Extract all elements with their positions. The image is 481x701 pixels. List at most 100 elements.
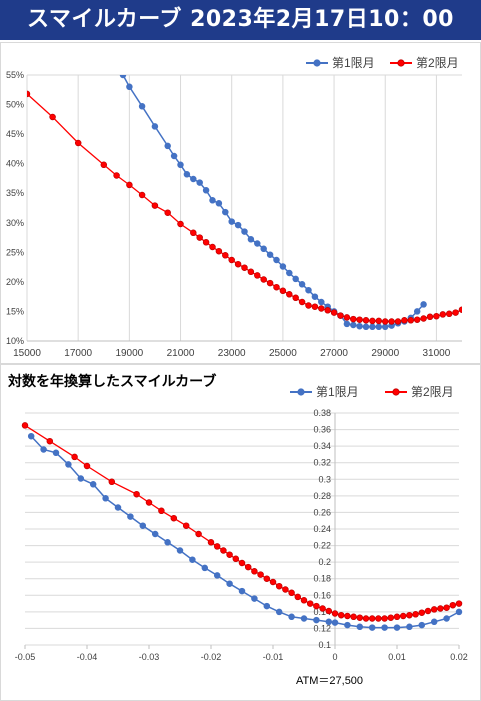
data-point	[202, 239, 210, 246]
y-tick-label: 20%	[6, 277, 24, 287]
data-point	[273, 256, 280, 264]
y-tick-label: 0.2	[318, 557, 331, 567]
legend-label: 第1限月	[316, 385, 359, 399]
x-tick-label: 27000	[320, 348, 348, 359]
data-point	[139, 522, 147, 529]
data-point	[260, 245, 267, 253]
x-tick-label: 23000	[218, 348, 246, 359]
data-point	[343, 314, 351, 321]
log-annualized-smile-curve-chart: 0.1 0.12 0.14 0.16 0.18 0.2 0.22 0.24 0.26 0.28 0.…	[15, 385, 468, 662]
data-point	[247, 268, 255, 276]
data-point	[275, 608, 283, 616]
data-point	[164, 142, 171, 150]
data-point	[254, 240, 261, 247]
data-point	[430, 606, 438, 613]
data-point	[251, 568, 258, 575]
data-point	[331, 619, 339, 626]
data-point	[369, 323, 376, 331]
data-point	[369, 317, 376, 325]
data-point	[220, 547, 227, 554]
y-tick-label: 0.3	[318, 474, 331, 484]
data-point	[458, 306, 462, 313]
y-tick-label: 0.38	[313, 408, 331, 418]
y-tick-label: 0.16	[313, 590, 331, 600]
x-tick-label: -0.04	[77, 652, 98, 662]
x-tick-label: 25000	[269, 348, 297, 359]
data-point	[300, 615, 308, 622]
data-point	[337, 611, 345, 619]
data-point	[189, 556, 196, 563]
data-point	[350, 321, 357, 329]
x-tick-label: -0.02	[201, 652, 222, 662]
data-point	[381, 318, 389, 325]
data-point	[356, 322, 363, 330]
data-point	[279, 287, 287, 295]
series-line	[30, 435, 460, 629]
header-bar: スマイルカーブ 2023年2月17日10：00	[0, 0, 481, 40]
data-point	[114, 504, 122, 511]
data-point	[331, 610, 339, 617]
x-tick-label: 19000	[115, 348, 143, 359]
legend-item-2: 第2限月	[385, 385, 454, 399]
x-tick-label: 21000	[167, 348, 195, 359]
data-point	[443, 615, 450, 622]
data-point	[49, 113, 56, 121]
y-tick-label: 0.12	[313, 623, 331, 633]
data-point	[226, 580, 233, 587]
data-point	[263, 602, 271, 610]
data-point	[254, 272, 261, 279]
data-point	[337, 312, 344, 319]
data-point	[418, 609, 426, 616]
data-point	[439, 311, 447, 318]
chart1-panel	[0, 42, 481, 364]
data-point	[350, 613, 357, 621]
data-point	[269, 578, 277, 586]
data-point	[344, 612, 351, 620]
data-point	[305, 302, 312, 309]
data-point	[381, 615, 388, 622]
data-point	[201, 564, 209, 572]
data-point	[40, 446, 47, 453]
data-point	[412, 611, 419, 618]
data-point	[266, 279, 274, 287]
legend-marker	[392, 388, 400, 396]
data-point	[413, 316, 421, 323]
data-point	[279, 263, 287, 270]
data-point	[100, 161, 108, 169]
x-tick-label: -0.03	[139, 652, 160, 662]
data-point	[234, 221, 242, 229]
x-tick-label: -0.05	[15, 652, 36, 662]
data-point	[298, 298, 306, 306]
data-point	[449, 601, 457, 609]
data-point	[234, 260, 242, 268]
data-point	[424, 607, 432, 615]
data-point	[127, 513, 134, 520]
data-point	[455, 608, 463, 616]
x-tick-label: 0.02	[450, 652, 468, 662]
data-point	[213, 572, 221, 579]
series-line	[27, 93, 462, 323]
data-point	[275, 582, 283, 590]
atm-label: ATM＝27,500	[296, 675, 364, 687]
data-point	[292, 294, 299, 302]
data-point	[298, 281, 306, 288]
legend-item-1: 第1限月	[306, 56, 375, 70]
series-1	[119, 75, 427, 331]
data-point	[356, 316, 363, 323]
data-point	[195, 530, 202, 538]
data-point	[393, 624, 401, 631]
data-point	[226, 551, 233, 558]
data-point	[27, 90, 31, 98]
legend-label: 第2限月	[416, 56, 459, 70]
data-point	[138, 191, 146, 199]
data-point	[177, 220, 184, 228]
data-point	[294, 593, 302, 601]
data-point	[399, 612, 407, 620]
data-point	[433, 312, 440, 320]
y-tick-label: 30%	[6, 218, 24, 228]
data-point	[65, 461, 72, 468]
data-point	[306, 600, 314, 607]
data-point	[247, 236, 255, 243]
data-point	[213, 543, 221, 550]
data-point	[238, 559, 246, 567]
